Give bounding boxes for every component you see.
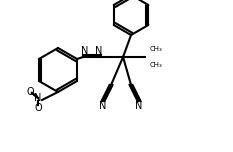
Text: N: N [135, 101, 143, 111]
Text: N: N [34, 93, 42, 103]
Text: CH₃: CH₃ [150, 62, 163, 68]
Text: N: N [99, 101, 107, 111]
Text: N: N [81, 46, 89, 56]
Text: CH₃: CH₃ [150, 46, 163, 52]
Text: N: N [95, 46, 103, 56]
Text: O: O [26, 87, 34, 97]
Text: O: O [34, 103, 42, 113]
